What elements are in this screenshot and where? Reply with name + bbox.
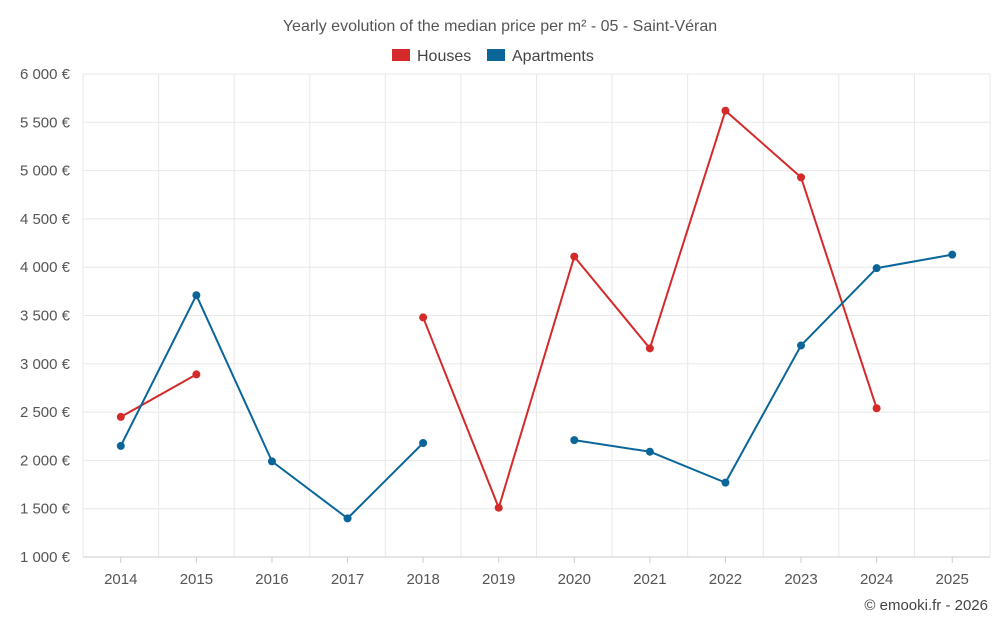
data-point-apartments [797,341,806,350]
data-point-houses [419,313,428,322]
series-line-segment-houses [724,109,803,179]
series-line-segment-houses [422,316,500,509]
series-line-segment-apartments [800,267,878,347]
y-tick-label: 5 500 € [20,114,71,131]
x-tick-label: 2018 [406,571,439,588]
data-point-apartments [419,439,428,448]
data-point-apartments [343,514,352,523]
series-line-segment-apartments [270,460,349,520]
legend-swatch-houses[interactable] [392,49,410,61]
series [116,106,957,523]
legend: Houses Apartments [392,48,594,65]
series-line-segment-apartments [195,294,273,463]
x-tick-label: 2022 [709,571,742,588]
series-line-segment-apartments [119,294,198,447]
y-tick-label: 2 000 € [20,452,71,469]
data-point-apartments [267,457,276,466]
x-tick-label: 2017 [331,571,364,588]
data-point-houses [192,370,201,379]
legend-label-houses[interactable]: Houses [417,48,471,65]
data-point-houses [721,106,730,115]
data-point-houses [872,404,881,413]
y-tick-label: 1 000 € [20,549,71,566]
x-axis: 2014 2015 2016 2017 2018 2019 2020 2021 2022 2023… [83,556,990,588]
series-line-segment-apartments [648,450,727,484]
x-tick-label: 2015 [180,571,213,588]
y-tick-label: 3 500 € [20,308,71,325]
data-point-apartments [570,436,579,445]
series-line-segment-houses [497,255,576,509]
legend-swatch-apartments[interactable] [487,49,505,61]
series-line-segment-houses [800,176,878,410]
y-tick-label: 4 000 € [20,259,71,276]
x-tick-label: 2021 [633,571,666,588]
series-line-segment-apartments [875,253,954,270]
y-tick-label: 5 000 € [20,163,71,180]
data-point-houses [116,412,125,421]
data-point-houses [570,252,579,261]
data-point-apartments [192,291,201,300]
series-line-segment-houses [119,373,198,418]
gridlines [82,73,991,557]
series-apartments [116,250,957,523]
data-point-houses [494,503,503,512]
series-line-segment-houses [573,255,651,350]
legend-label-apartments[interactable]: Apartments [512,48,594,65]
series-line-segment-houses [648,109,727,350]
data-point-apartments [948,250,957,259]
data-point-houses [797,173,806,182]
series-line-segment-apartments [573,439,651,453]
x-tick-label: 2025 [936,571,969,588]
x-tick-label: 2024 [860,571,893,588]
series-line-segment-apartments [346,442,425,520]
series-houses [116,106,881,512]
x-tick-label: 2014 [104,571,137,588]
data-point-apartments [645,447,654,456]
x-tick-label: 2023 [784,571,817,588]
y-tick-label: 3 000 € [20,356,71,373]
data-point-apartments [721,478,730,487]
x-tick-label: 2019 [482,571,515,588]
data-point-houses [645,344,654,353]
x-tick-label: 2020 [558,571,591,588]
data-point-apartments [116,441,125,450]
credit-text: © emooki.fr - 2026 [864,597,988,614]
y-tick-label: 6 000 € [20,66,71,83]
y-tick-label: 4 500 € [20,211,71,228]
series-line-segment-apartments [724,344,803,484]
chart-title: Yearly evolution of the median price per… [283,18,717,35]
y-axis: 1 000 € 1 500 € 2 000 € 2 500 € 3 000 € 3 500… [20,66,71,566]
y-tick-label: 2 500 € [20,404,71,421]
data-point-apartments [872,264,881,273]
x-tick-label: 2016 [255,571,288,588]
y-tick-label: 1 500 € [20,501,71,518]
